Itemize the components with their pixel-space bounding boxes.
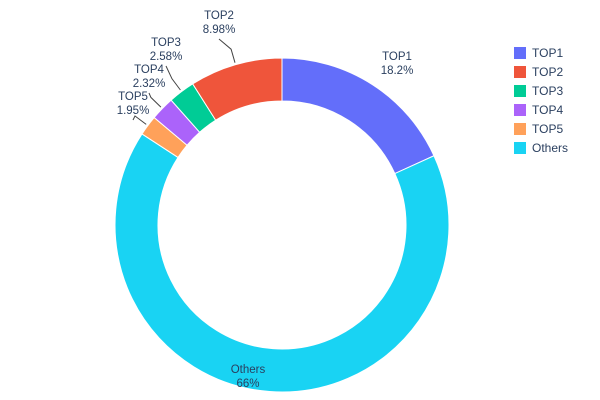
slice-labels-group: TOP1 18.2% TOP2 8.98% TOP3 2.58%TOP4 2.32%TOP5… xyxy=(117,10,414,390)
legend-swatch-TOP1 xyxy=(514,47,526,59)
legend-item-TOP1[interactable]: TOP1 xyxy=(514,47,568,59)
slice-label-TOP5: TOP5 xyxy=(118,91,148,103)
legend-swatch-Others xyxy=(514,142,526,154)
pie-slice-Others[interactable] xyxy=(114,133,450,393)
legend-item-TOP5[interactable]: TOP5 xyxy=(514,123,568,135)
legend-item-label: TOP1 xyxy=(532,46,564,60)
slice-percent-TOP3: 2.58% xyxy=(150,51,183,63)
slices-group xyxy=(114,57,450,393)
legend-item-label: TOP5 xyxy=(532,122,564,136)
leader-lines-group xyxy=(132,38,236,125)
slice-percent-TOP4: 2.32% xyxy=(133,78,166,90)
slice-percent-Others: 66% xyxy=(236,378,259,390)
legend-swatch-TOP3 xyxy=(514,85,526,97)
legend: TOP1 TOP2 TOP3 TOP4 TOP5 Others xyxy=(514,47,568,154)
legend-item-TOP4[interactable]: TOP4 xyxy=(514,104,568,116)
legend-item-TOP3[interactable]: TOP3 xyxy=(514,85,568,97)
legend-swatch-TOP5 xyxy=(514,123,526,135)
slice-label-Others: Others xyxy=(231,364,266,376)
legend-item-label: TOP3 xyxy=(532,84,564,98)
slice-label-TOP4: TOP4 xyxy=(134,64,164,76)
slice-label-TOP1: TOP1 xyxy=(382,51,412,63)
leader-line-TOP5 xyxy=(132,115,147,125)
legend-item-label: TOP4 xyxy=(532,103,564,117)
legend-item-label: TOP2 xyxy=(532,65,564,79)
pie-slice-TOP2[interactable] xyxy=(192,57,283,121)
leader-line-TOP2 xyxy=(218,38,236,63)
slice-percent-TOP5: 1.95% xyxy=(117,105,150,117)
leader-line-TOP3 xyxy=(165,65,181,91)
legend-item-Others[interactable]: Others xyxy=(514,142,568,154)
leader-line-TOP4 xyxy=(148,92,162,108)
legend-swatch-TOP4 xyxy=(514,104,526,116)
slice-label-TOP3: TOP3 xyxy=(151,37,181,49)
slice-percent-TOP1: 18.2% xyxy=(381,65,414,77)
legend-swatch-TOP2 xyxy=(514,66,526,78)
legend-item-TOP2[interactable]: TOP2 xyxy=(514,66,568,78)
slice-label-TOP2: TOP2 xyxy=(204,10,234,22)
slice-percent-TOP2: 8.98% xyxy=(203,24,236,36)
legend-item-label: Others xyxy=(532,141,569,155)
